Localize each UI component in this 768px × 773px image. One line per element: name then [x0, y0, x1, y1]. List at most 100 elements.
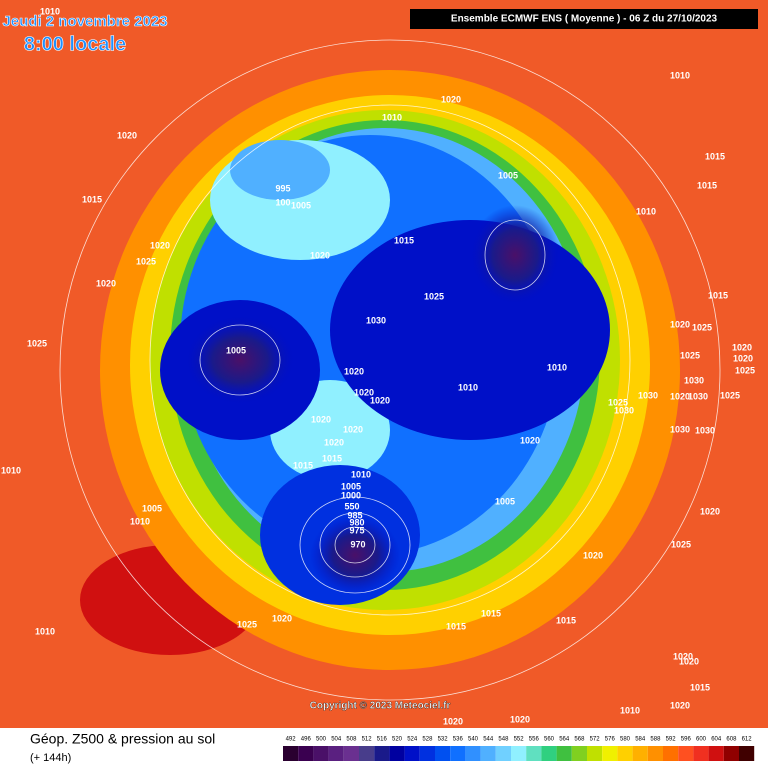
- isobar-label: 1020: [150, 240, 170, 250]
- isobar-label: 1020: [583, 550, 603, 560]
- isobar-label: 1010: [620, 705, 640, 715]
- isobar-label: 1025: [424, 291, 444, 301]
- colorbar-swatch: [723, 746, 739, 761]
- colorbar-swatch: [419, 746, 435, 761]
- isobar-label: 1015: [322, 453, 342, 463]
- isobar-label: 1020: [344, 366, 364, 376]
- isobar-label: 1015: [82, 194, 102, 204]
- isobar-label: 1025: [735, 365, 755, 375]
- isobar-label: 1030: [638, 390, 658, 400]
- isobar-label: 1015: [690, 682, 710, 692]
- colorbar-tick-label: 612: [742, 737, 753, 743]
- isobar-label: 1025: [680, 350, 700, 360]
- isobar-label: 1010: [40, 6, 60, 16]
- isobar-label: 1010: [636, 206, 656, 216]
- isobar-label: 1020: [441, 94, 461, 104]
- colorbar-tick-label: 508: [346, 737, 357, 743]
- isobar-label: 1005: [495, 496, 515, 506]
- colorbar-swatch: [283, 746, 299, 761]
- isobar-label: 1030: [695, 425, 715, 435]
- colorbar-tick-label: 576: [605, 737, 616, 743]
- isobar-label: 1005: [498, 170, 518, 180]
- colorbar-swatch: [465, 746, 481, 761]
- isobar-label: 1020: [670, 319, 690, 329]
- colorbar-tick-label: 532: [438, 737, 449, 743]
- time: 8:00 locale: [24, 33, 126, 55]
- colorbar-swatch: [435, 746, 451, 761]
- colorbar-swatch: [617, 746, 633, 761]
- colorbar-swatch: [511, 746, 527, 761]
- colorbar-tick-label: 600: [696, 737, 707, 743]
- colorbar-tick-label: 512: [362, 737, 373, 743]
- isobar-label: 1020: [311, 414, 331, 424]
- colorbar-tick-label: 504: [331, 737, 342, 743]
- colorbar-swatch: [571, 746, 587, 761]
- isobar-label: 1020: [310, 250, 330, 260]
- isobar-label: 1020: [700, 506, 720, 516]
- colorbar-tick-label: 492: [286, 737, 297, 743]
- isobar-label: 1015: [705, 151, 725, 161]
- isobar-label: 1020: [673, 651, 693, 661]
- run: Ensemble ECMWF ENS ( Moyenne ) - 06 Z du…: [451, 14, 718, 25]
- isobar-label: 1020: [272, 613, 292, 623]
- isobar-label: 1005: [341, 481, 361, 491]
- isobar-label: 1025: [608, 397, 628, 407]
- colorbar-tick-label: 520: [392, 737, 403, 743]
- isobar-label: 1025: [237, 619, 257, 629]
- isobar-label: 1015: [481, 608, 501, 618]
- isobar-label: 980: [349, 517, 364, 527]
- colorbar-tick-label: 544: [483, 737, 494, 743]
- colorbar-tick-label: 500: [316, 737, 327, 743]
- colorbar-swatch: [693, 746, 709, 761]
- isobar-label: 1020: [670, 700, 690, 710]
- colorbar-tick-label: 588: [650, 737, 661, 743]
- isobar-label: 550: [344, 501, 359, 511]
- isobar-label: 1010: [1, 465, 21, 475]
- colorbar-tick-label: 592: [666, 737, 677, 743]
- isobar-label: 1025: [720, 390, 740, 400]
- isobar-label: 1020: [732, 342, 752, 352]
- isobar-label: 1020: [443, 716, 463, 726]
- isobar-label: 1010: [670, 70, 690, 80]
- colorbar-tick-label: 524: [407, 737, 418, 743]
- colorbar-swatch: [602, 746, 618, 761]
- colorbar-swatch: [450, 746, 466, 761]
- colorbar-tick-label: 584: [635, 737, 646, 743]
- colorbar-tick-label: 536: [453, 737, 464, 743]
- isobar-label: 995: [275, 183, 290, 193]
- colorbar-swatch: [404, 746, 420, 761]
- isobar-label: 1010: [35, 626, 55, 636]
- colorbar-tick-label: 608: [726, 737, 737, 743]
- colorbar-swatch: [632, 746, 648, 761]
- colorbar-tick-label: 516: [377, 737, 388, 743]
- colorbar-swatch: [678, 746, 694, 761]
- isobar-label: 1020: [343, 424, 363, 434]
- colorbar-tick-label: 604: [711, 737, 722, 743]
- colorbar-swatch: [647, 746, 663, 761]
- colorbar-swatch: [541, 746, 557, 761]
- footer-title: Géop. Z500 & pression au sol: [30, 731, 215, 747]
- isobar-label: 1010: [130, 516, 150, 526]
- isobar-label: 1025: [136, 256, 156, 266]
- isobar-label: 1015: [446, 621, 466, 631]
- colorbar-swatch: [739, 746, 755, 761]
- isobar-label: 1015: [697, 180, 717, 190]
- run-box: [410, 9, 758, 29]
- colorbar-swatch: [587, 746, 603, 761]
- isobar-label: 1020: [510, 714, 530, 724]
- isobar-label: 1030: [670, 424, 690, 434]
- isobar-label: 1025: [671, 539, 691, 549]
- isobar-label: 1010: [382, 112, 402, 122]
- isobar-label: 1030: [688, 391, 708, 401]
- isobar-label: 1030: [684, 375, 704, 385]
- isobar-label: 1015: [293, 460, 313, 470]
- colorbar-swatch: [359, 746, 375, 761]
- isobar-label: 975: [349, 525, 364, 535]
- isobar-label: 1020: [354, 387, 374, 397]
- isobar-label: 1030: [366, 315, 386, 325]
- isobar-label: 1020: [520, 435, 540, 445]
- isobar-label: 970: [350, 539, 365, 549]
- colorbar-swatch: [663, 746, 679, 761]
